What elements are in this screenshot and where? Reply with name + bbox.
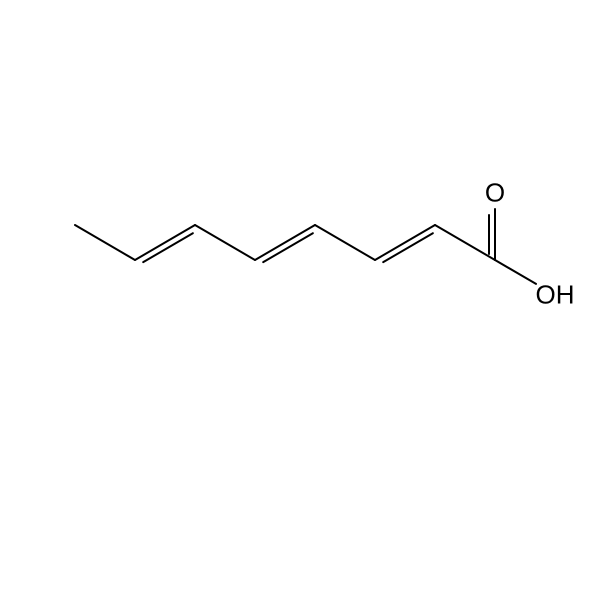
atom-label: O — [485, 178, 505, 209]
molecule-svg — [0, 0, 600, 600]
atom-label: OH — [536, 280, 575, 311]
molecule-canvas: O OH — [0, 0, 600, 600]
